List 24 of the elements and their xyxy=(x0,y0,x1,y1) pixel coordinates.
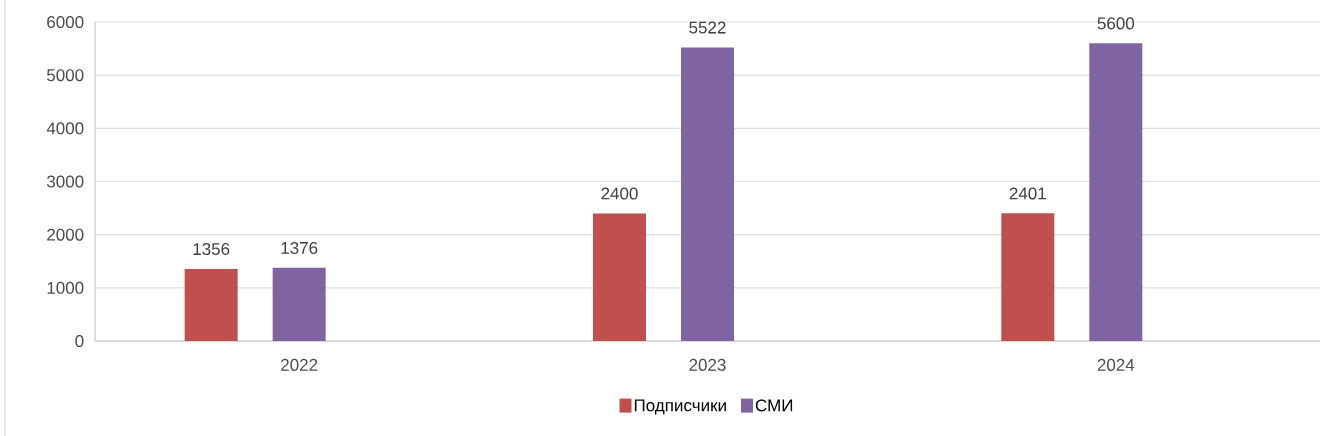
data-label: 1376 xyxy=(281,241,318,254)
y-tick-label: 1000 xyxy=(47,281,84,294)
bar xyxy=(592,213,646,341)
bar xyxy=(272,267,326,341)
bar xyxy=(1001,213,1055,341)
x-tick-label: 2023 xyxy=(689,358,726,371)
y-tick-label: 2000 xyxy=(47,228,84,241)
bar xyxy=(184,268,238,341)
y-tick-label: 4000 xyxy=(46,122,84,135)
data-label: 2401 xyxy=(1009,187,1046,200)
legend-label: Подписчики xyxy=(634,399,726,415)
data-label: 2400 xyxy=(601,187,638,200)
y-tick-label: 6000 xyxy=(47,15,84,29)
data-label: 1356 xyxy=(193,243,230,256)
bar xyxy=(1089,43,1143,341)
y-tick-label: 0 xyxy=(75,334,84,348)
bar xyxy=(680,47,734,341)
x-tick-label: 2022 xyxy=(281,358,318,371)
y-tick-label: 5000 xyxy=(47,69,84,82)
data-label: 5522 xyxy=(689,21,726,34)
legend-label: СМИ xyxy=(755,399,793,412)
x-tick-label: 2024 xyxy=(1097,358,1135,371)
y-tick-label: 3000 xyxy=(46,175,84,188)
data-label: 5600 xyxy=(1097,17,1135,30)
